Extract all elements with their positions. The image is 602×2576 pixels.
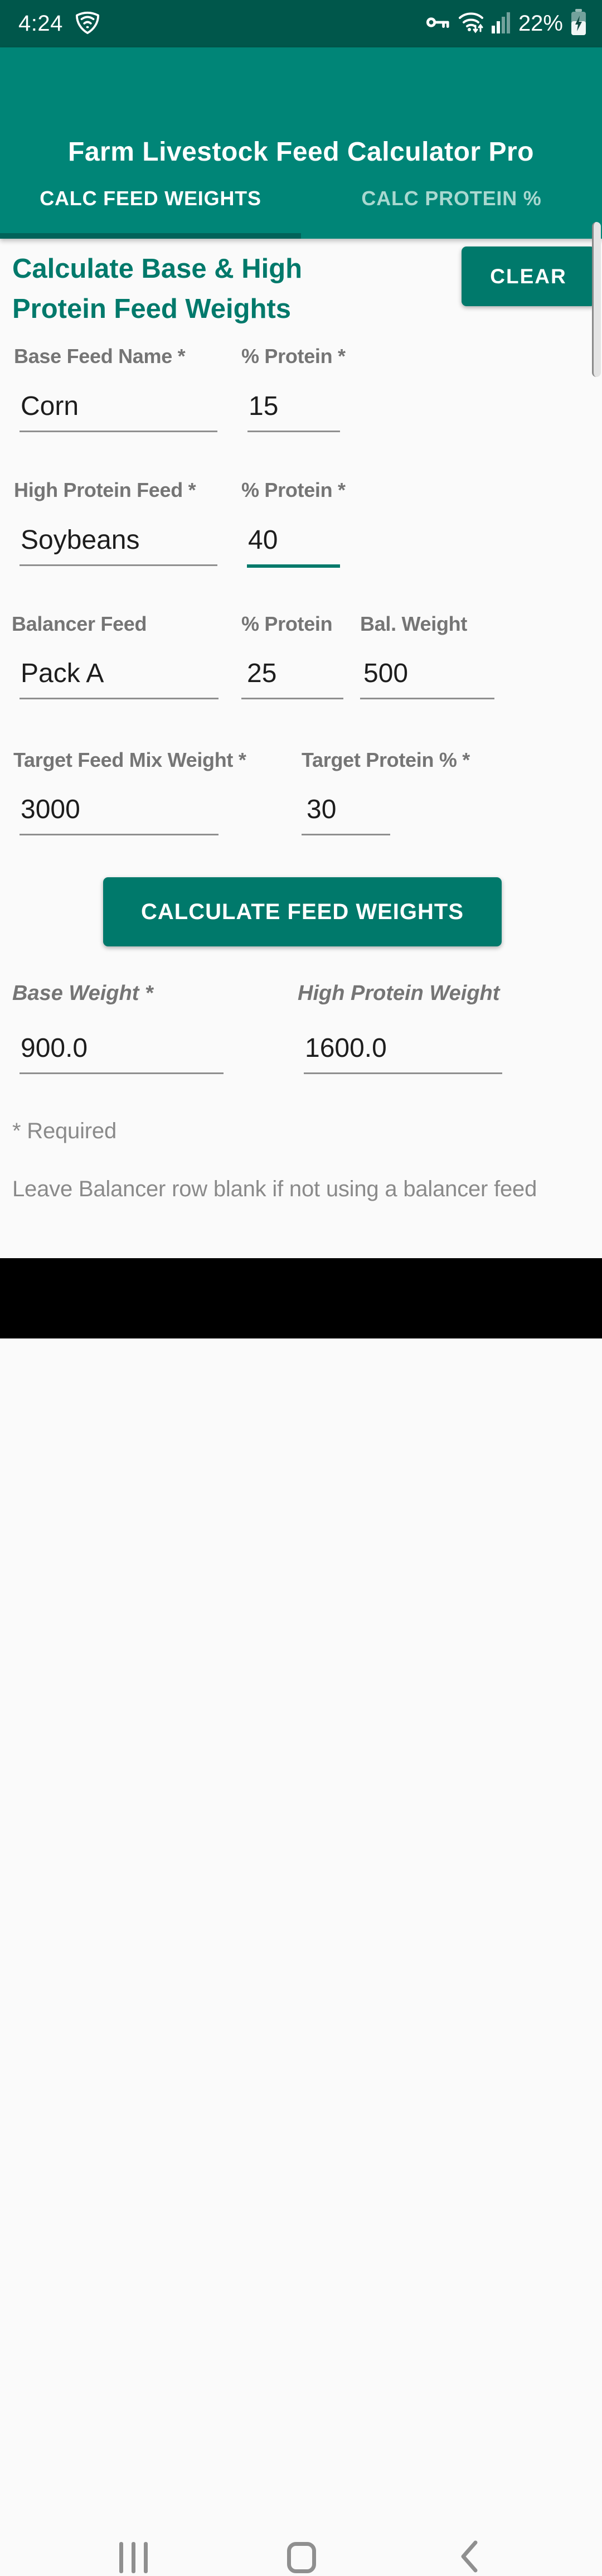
target-protein-input[interactable]: 30 bbox=[302, 792, 390, 835]
home-icon bbox=[287, 2542, 316, 2573]
field-label: Balancer Feed bbox=[12, 612, 147, 635]
tab-calc-protein[interactable]: CALC PROTEIN % bbox=[361, 187, 542, 210]
field-label: % Protein bbox=[241, 612, 333, 635]
status-bar: 4:24 bbox=[0, 0, 602, 47]
field-label: Target Protein % * bbox=[302, 748, 470, 771]
battery-charging-icon bbox=[571, 9, 586, 38]
base-protein-input[interactable]: 15 bbox=[247, 389, 340, 432]
back-icon bbox=[458, 2540, 480, 2576]
target-weight-input[interactable]: 3000 bbox=[20, 792, 219, 835]
balancer-weight-input[interactable]: 500 bbox=[360, 656, 494, 699]
app-bar: Farm Livestock Feed Calculator Pro CALC … bbox=[0, 47, 602, 239]
recents-button[interactable] bbox=[109, 2541, 157, 2574]
high-protein-weight-result-input[interactable]: 1600.0 bbox=[304, 1031, 502, 1074]
home-button[interactable] bbox=[287, 2541, 317, 2574]
page-title: Calculate Base & High Protein Feed Weigh… bbox=[12, 249, 302, 329]
base-weight-result-input[interactable]: 900.0 bbox=[20, 1031, 224, 1074]
result-label: High Protein Weight bbox=[298, 982, 500, 1005]
status-time: 4:24 bbox=[18, 11, 63, 36]
recents-icon bbox=[119, 2542, 148, 2573]
calculate-feed-weights-button[interactable]: CALCULATE FEED WEIGHTS bbox=[103, 877, 502, 946]
nav-bar bbox=[0, 1258, 602, 2573]
page-title-line1: Calculate Base & High bbox=[12, 254, 303, 284]
signal-strength-icon bbox=[491, 11, 511, 36]
scrollbar-thumb[interactable] bbox=[592, 222, 601, 377]
required-note: * Required bbox=[12, 1119, 117, 1143]
field-label: Base Feed Name * bbox=[14, 345, 186, 368]
field-label: Target Feed Mix Weight * bbox=[13, 748, 246, 771]
high-protein-percent-input[interactable]: 40 bbox=[247, 523, 340, 568]
base-feed-name-input[interactable]: Corn bbox=[20, 389, 217, 432]
app-title: Farm Livestock Feed Calculator Pro bbox=[68, 137, 534, 167]
high-protein-feed-input[interactable]: Soybeans bbox=[20, 523, 217, 566]
clear-button[interactable]: CLEAR bbox=[462, 247, 595, 306]
balancer-hint: Leave Balancer row blank if not using a … bbox=[12, 1177, 537, 1201]
back-button[interactable] bbox=[457, 2540, 482, 2576]
balancer-protein-input[interactable]: 25 bbox=[241, 656, 343, 699]
wifi-calling-icon bbox=[74, 10, 101, 37]
field-label: % Protein * bbox=[241, 479, 346, 501]
field-label: Bal. Weight bbox=[360, 612, 468, 635]
wifi-arrows-icon bbox=[458, 11, 484, 36]
tab-indicator bbox=[0, 233, 301, 239]
tab-calc-feed-weights[interactable]: CALC FEED WEIGHTS bbox=[40, 187, 261, 210]
page-title-line2: Protein Feed Weights bbox=[12, 294, 292, 324]
field-label: High Protein Feed * bbox=[14, 479, 196, 501]
result-label: Base Weight * bbox=[12, 982, 153, 1005]
battery-percent-text: 22% bbox=[518, 11, 563, 36]
field-label: % Protein * bbox=[241, 345, 346, 368]
vpn-key-icon bbox=[426, 14, 450, 33]
balancer-feed-input[interactable]: Pack A bbox=[20, 656, 219, 699]
